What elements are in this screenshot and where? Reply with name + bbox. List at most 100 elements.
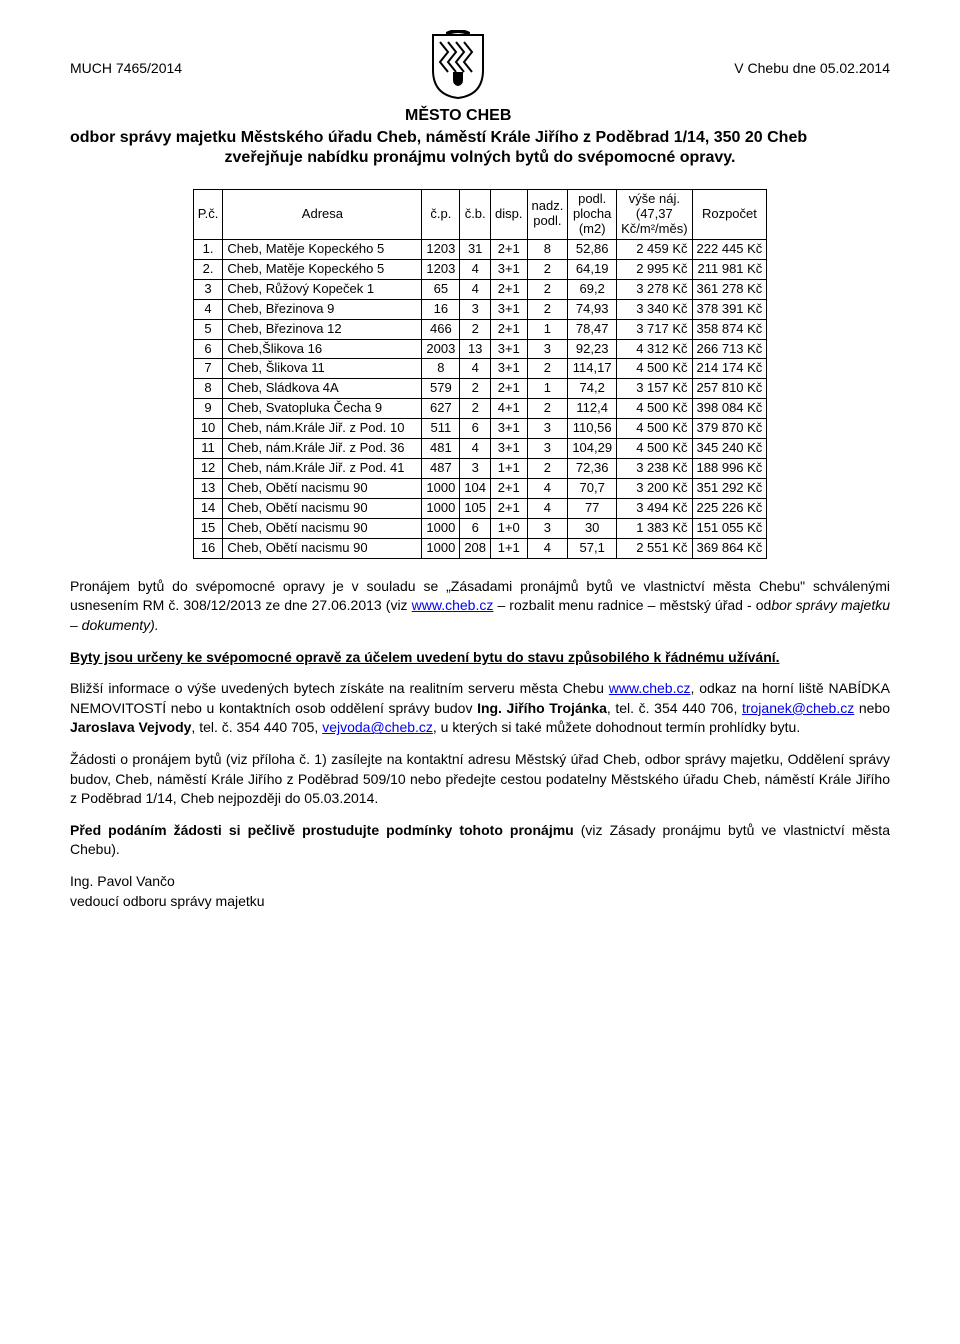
cell-cp: 1000 [422, 479, 460, 499]
cell-roz: 211 981 Kč [692, 259, 767, 279]
table-row: 14Cheb, Obětí nacismu 9010001052+14773 4… [193, 499, 767, 519]
cell-naj: 3 494 Kč [617, 499, 692, 519]
table-row: 6Cheb,Šlikova 162003133+1392,234 312 Kč2… [193, 339, 767, 359]
cell-cb: 3 [460, 299, 491, 319]
table-row: 5Cheb, Březinova 1246622+1178,473 717 Kč… [193, 319, 767, 339]
link-chebcz-1[interactable]: www.cheb.cz [412, 597, 494, 613]
cell-plocha: 74,93 [568, 299, 617, 319]
table-row: 3Cheb, Růžový Kopeček 16542+1269,23 278 … [193, 279, 767, 299]
para-4: Žádosti o pronájem bytů (viz příloha č. … [70, 750, 890, 809]
cell-nadz: 3 [527, 419, 568, 439]
cell-pc: 11 [193, 439, 223, 459]
cell-cb: 104 [460, 479, 491, 499]
cell-cp: 1000 [422, 499, 460, 519]
table-row: 2.Cheb, Matěje Kopeckého 5120343+1264,19… [193, 259, 767, 279]
cell-cp: 1000 [422, 538, 460, 558]
table-row: 4Cheb, Březinova 91633+1274,933 340 Kč37… [193, 299, 767, 319]
cell-roz: 351 292 Kč [692, 479, 767, 499]
para-1: Pronájem bytů do svépomocné opravy je v … [70, 577, 890, 636]
cell-nadz: 2 [527, 279, 568, 299]
cell-plocha: 114,17 [568, 359, 617, 379]
table-row: 12Cheb, nám.Krále Jiř. z Pod. 4148731+12… [193, 459, 767, 479]
link-chebcz-2[interactable]: www.cheb.cz [609, 680, 691, 696]
cell-plocha: 74,2 [568, 379, 617, 399]
cell-pc: 2. [193, 259, 223, 279]
cell-cb: 4 [460, 439, 491, 459]
cell-addr: Cheb, Svatopluka Čecha 9 [223, 399, 422, 419]
cell-cp: 2003 [422, 339, 460, 359]
cell-nadz: 4 [527, 538, 568, 558]
cell-plocha: 104,29 [568, 439, 617, 459]
cell-cp: 466 [422, 319, 460, 339]
cell-addr: Cheb, Růžový Kopeček 1 [223, 279, 422, 299]
cell-addr: Cheb, Matěje Kopeckého 5 [223, 239, 422, 259]
cell-plocha: 70,7 [568, 479, 617, 499]
cell-addr: Cheb, Obětí nacismu 90 [223, 479, 422, 499]
cell-nadz: 2 [527, 399, 568, 419]
cell-plocha: 92,23 [568, 339, 617, 359]
cell-cb: 13 [460, 339, 491, 359]
cell-pc: 15 [193, 518, 223, 538]
cell-nadz: 1 [527, 379, 568, 399]
cell-cb: 4 [460, 279, 491, 299]
cell-naj: 3 340 Kč [617, 299, 692, 319]
cell-plocha: 112,4 [568, 399, 617, 419]
cell-roz: 361 278 Kč [692, 279, 767, 299]
cell-addr: Cheb, Březinova 12 [223, 319, 422, 339]
cell-roz: 345 240 Kč [692, 439, 767, 459]
cell-nadz: 3 [527, 339, 568, 359]
cell-addr: Cheb, Obětí nacismu 90 [223, 499, 422, 519]
cell-pc: 9 [193, 399, 223, 419]
table-row: 8Cheb, Sládkova 4A57922+1174,23 157 Kč25… [193, 379, 767, 399]
cell-cp: 8 [422, 359, 460, 379]
col-rozpocet: Rozpočet [692, 190, 767, 240]
cell-naj: 4 500 Kč [617, 359, 692, 379]
cell-plocha: 72,36 [568, 459, 617, 479]
cell-pc: 16 [193, 538, 223, 558]
cell-addr: Cheb, Březinova 9 [223, 299, 422, 319]
cell-disp: 3+1 [491, 439, 527, 459]
cell-naj: 2 551 Kč [617, 538, 692, 558]
link-email-trojanek[interactable]: trojanek@cheb.cz [742, 700, 854, 716]
cell-disp: 3+1 [491, 339, 527, 359]
signature-name: Ing. Pavol Vančo [70, 872, 890, 892]
cell-pc: 13 [193, 479, 223, 499]
cell-roz: 151 055 Kč [692, 518, 767, 538]
col-plocha: podl.plocha(m2) [568, 190, 617, 240]
cell-naj: 3 717 Kč [617, 319, 692, 339]
cell-pc: 10 [193, 419, 223, 439]
cell-plocha: 69,2 [568, 279, 617, 299]
link-email-vejvoda[interactable]: vejvoda@cheb.cz [322, 719, 433, 735]
cell-cp: 511 [422, 419, 460, 439]
table-row: 16Cheb, Obětí nacismu 9010002081+1457,12… [193, 538, 767, 558]
cell-roz: 398 084 Kč [692, 399, 767, 419]
cell-cp: 1203 [422, 239, 460, 259]
cell-addr: Cheb,Šlikova 16 [223, 339, 422, 359]
cell-cb: 4 [460, 359, 491, 379]
cell-roz: 379 870 Kč [692, 419, 767, 439]
city-logo-wrap: MĚSTO CHEB [405, 30, 511, 125]
cell-disp: 1+1 [491, 538, 527, 558]
cell-cp: 1000 [422, 518, 460, 538]
cell-cp: 487 [422, 459, 460, 479]
cell-disp: 1+0 [491, 518, 527, 538]
cell-naj: 4 500 Kč [617, 419, 692, 439]
cell-plocha: 77 [568, 499, 617, 519]
col-cp: č.p. [422, 190, 460, 240]
cell-cp: 16 [422, 299, 460, 319]
col-cb: č.b. [460, 190, 491, 240]
cell-addr: Cheb, Obětí nacismu 90 [223, 518, 422, 538]
cell-plocha: 52,86 [568, 239, 617, 259]
cell-naj: 3 238 Kč [617, 459, 692, 479]
doc-date: V Chebu dne 05.02.2014 [734, 60, 890, 76]
cell-addr: Cheb, nám.Krále Jiř. z Pod. 36 [223, 439, 422, 459]
cell-nadz: 4 [527, 499, 568, 519]
para-3: Bližší informace o výše uvedených bytech… [70, 679, 890, 738]
cell-addr: Cheb, Matěje Kopeckého 5 [223, 259, 422, 279]
main-heading-2: zveřejňuje nabídku pronájmu volných bytů… [70, 149, 890, 167]
cell-pc: 3 [193, 279, 223, 299]
cell-roz: 369 864 Kč [692, 538, 767, 558]
table-row: 11Cheb, nám.Krále Jiř. z Pod. 3648143+13… [193, 439, 767, 459]
cell-plocha: 57,1 [568, 538, 617, 558]
listings-table: P.č. Adresa č.p. č.b. disp. nadz.podl. p… [193, 189, 768, 559]
